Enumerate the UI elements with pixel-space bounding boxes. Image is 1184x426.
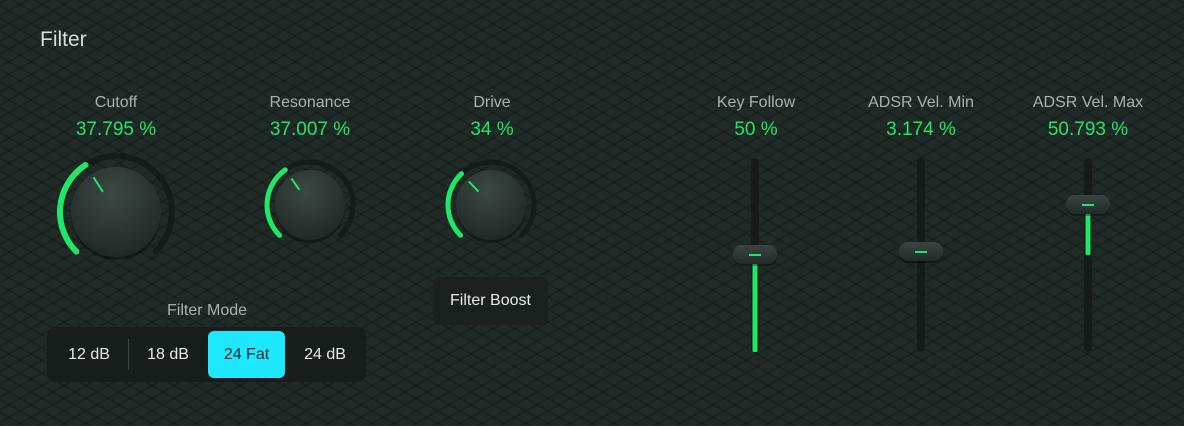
key-follow-label: Key Follow <box>716 94 796 111</box>
adsr-vel-min-value: 3.174 % <box>886 119 956 140</box>
drive-knob[interactable] <box>456 170 526 240</box>
adsr-vel-max-slider-fill <box>1085 205 1091 255</box>
drive-value: 34 % <box>470 119 514 140</box>
resonance-value: 37.007 % <box>269 119 351 140</box>
filter-mode-12db[interactable]: 12 dB <box>68 345 110 363</box>
resonance-label: Resonance <box>269 94 351 111</box>
cutoff-knob-indicator <box>92 177 104 193</box>
adsr-vel-min-label: ADSR Vel. Min <box>868 94 974 111</box>
filter-mode-label: Filter Mode <box>166 302 248 319</box>
filter-mode-24fat[interactable]: 24 Fat <box>208 331 285 378</box>
adsr-vel-max-label: ADSR Vel. Max <box>1032 94 1144 111</box>
cutoff-knob[interactable] <box>71 167 161 257</box>
resonance-knob-value-arc <box>264 167 288 238</box>
segment-divider <box>128 339 129 370</box>
filter-mode-18db[interactable]: 18 dB <box>147 345 189 363</box>
key-follow-slider-fill <box>752 255 758 352</box>
filter-mode-segmented-control: 12 dB 18 dB 24 Fat 24 dB <box>47 327 366 382</box>
section-title: Filter <box>40 28 87 51</box>
filter-mode-24db[interactable]: 24 dB <box>304 345 346 363</box>
adsr-vel-max-value: 50.793 % <box>1047 119 1129 140</box>
cutoff-label: Cutoff <box>94 94 138 111</box>
cutoff-value: 37.795 % <box>75 119 157 140</box>
key-follow-value: 50 % <box>734 119 778 140</box>
resonance-knob[interactable] <box>275 170 345 240</box>
resonance-knob-indicator <box>290 178 300 191</box>
drive-knob-indicator <box>468 181 479 192</box>
drive-label: Drive <box>473 94 511 111</box>
drive-knob-value-arc <box>445 171 465 238</box>
cutoff-knob-value-arc <box>57 162 89 255</box>
filter-boost-button[interactable]: Filter Boost <box>433 277 548 325</box>
